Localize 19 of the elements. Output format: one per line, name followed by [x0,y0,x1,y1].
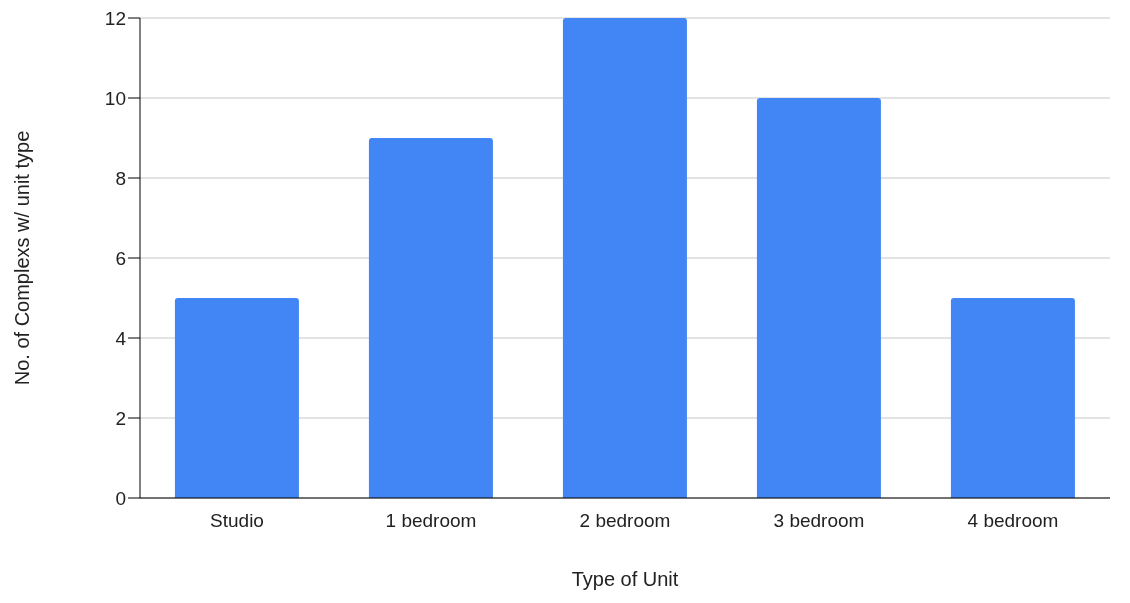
y-tick-label: 4 [115,327,127,349]
x-tick-label: 3 bedroom [773,510,865,532]
y-axis-title: No. of Complexs w/ unit type [11,130,34,386]
bar [174,298,299,498]
bar [562,18,687,498]
bar [756,98,881,498]
y-tick-label: 6 [115,247,126,269]
bar [368,138,493,498]
x-axis-title: Type of Unit [571,568,679,590]
x-tick-label: 2 bedroom [579,510,671,532]
x-tick-label: Studio [210,510,264,532]
y-tick-label: 8 [115,167,126,189]
y-tick-label: 0 [115,487,126,509]
x-tick-label: 4 bedroom [967,510,1059,532]
x-tick-label: 1 bedroom [385,510,477,532]
y-tick-label: 2 [115,407,126,429]
y-tick-label: 10 [104,87,126,109]
y-tick-label: 12 [104,7,126,29]
bar [950,298,1075,498]
